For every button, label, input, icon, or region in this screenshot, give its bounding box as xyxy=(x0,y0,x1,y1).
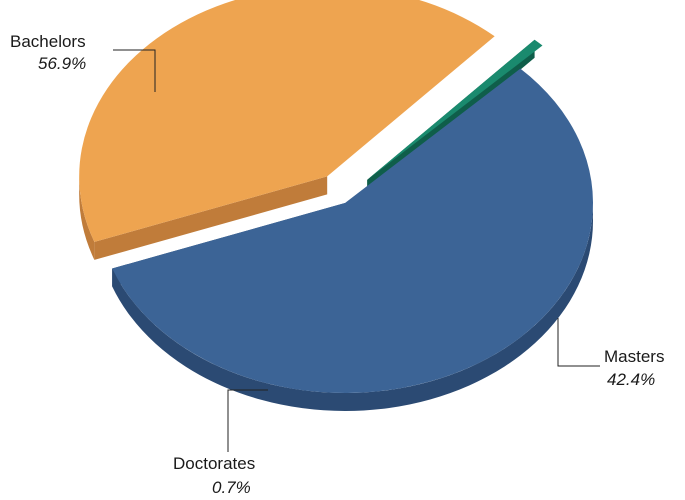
slice-masters xyxy=(79,0,495,242)
slice-label-doctorates: Doctorates xyxy=(173,454,255,473)
slice-bachelors xyxy=(112,68,593,393)
slice-label-bachelors: Bachelors xyxy=(10,32,86,51)
slice-value-doctorates: 0.7% xyxy=(212,478,251,497)
leader-line-doctorates xyxy=(227,389,268,452)
leader-line-bachelors xyxy=(113,49,156,92)
slice-doctorates xyxy=(367,39,543,180)
leader-line-masters xyxy=(557,318,600,367)
slice-value-masters: 42.4% xyxy=(607,370,655,389)
slice-label-masters: Masters xyxy=(604,347,664,366)
slice-value-bachelors: 56.9% xyxy=(38,54,86,73)
slice-labels: Bachelors 56.9% Masters 42.4% Doctorates… xyxy=(10,32,664,497)
slice-cut-face-masters xyxy=(94,176,328,260)
slice-side-masters xyxy=(79,176,95,260)
slice-tops xyxy=(79,0,593,393)
